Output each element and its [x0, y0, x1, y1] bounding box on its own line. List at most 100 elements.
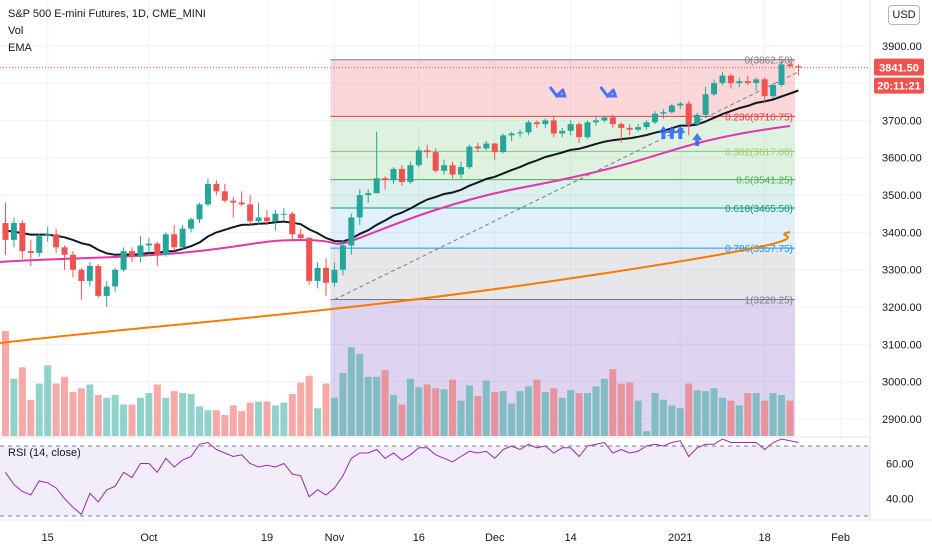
candle-body	[221, 191, 228, 201]
candle-body	[618, 124, 625, 128]
candle-body	[382, 178, 389, 181]
fib-level-label: 0.382(3617.00)	[725, 147, 793, 158]
price-axis-label: 3200.00	[882, 302, 922, 314]
candle-body	[348, 217, 355, 246]
volume-bar	[128, 404, 136, 436]
volume-bar	[221, 415, 229, 436]
candle-body	[390, 168, 397, 181]
candle-body	[247, 204, 254, 222]
price-pane	[0, 0, 870, 436]
candle-body	[314, 267, 321, 281]
candle-body	[559, 130, 566, 134]
candle-body	[407, 165, 414, 183]
volume-bar	[339, 373, 347, 436]
volume-bar	[103, 397, 111, 436]
candle-body	[457, 167, 464, 175]
volume-bar	[322, 383, 330, 436]
candle-body	[120, 251, 127, 270]
volume-bar	[778, 394, 786, 436]
price-axis-label: 3900.00	[882, 41, 922, 53]
volume-bar	[170, 391, 178, 436]
candle-body	[677, 103, 684, 106]
candle-body	[19, 223, 26, 252]
candle-body	[744, 81, 751, 84]
candle-body	[213, 183, 220, 192]
ema-legend[interactable]: EMA	[8, 42, 32, 54]
volume-bar	[761, 400, 769, 436]
volume-bar	[246, 402, 254, 436]
volume-bar	[364, 376, 372, 436]
volume-bar	[516, 391, 524, 436]
candle-body	[525, 122, 532, 133]
rsi-pane	[0, 438, 870, 520]
volume-bar	[600, 378, 608, 436]
volume-bar	[786, 400, 794, 436]
candle-body	[550, 120, 557, 134]
candle-body	[204, 183, 211, 205]
volume-bar	[136, 397, 144, 436]
time-axis-label: 14	[565, 532, 577, 544]
candle-body	[786, 64, 793, 67]
volume-bar	[263, 401, 271, 436]
volume-bar	[288, 394, 296, 436]
rsi-axis-label: 60.00	[886, 459, 914, 471]
volume-bar	[27, 399, 35, 436]
candle-body	[36, 236, 43, 253]
volume-bar	[643, 431, 651, 436]
volume-bar	[61, 376, 69, 436]
price-axis-label: 3600.00	[882, 153, 922, 165]
candle-body	[635, 127, 642, 130]
candle-body	[592, 120, 599, 123]
volume-bar	[651, 393, 659, 436]
price-axis-label: 3100.00	[882, 339, 922, 351]
volume-bar	[440, 389, 448, 436]
volume-bar	[550, 388, 558, 436]
price-axis-label: 2900.00	[882, 414, 922, 426]
rsi-legend[interactable]: RSI (14, close)	[8, 447, 81, 459]
time-axis-label: Feb	[831, 532, 850, 544]
candle-body	[61, 247, 68, 255]
volume-bar	[423, 384, 431, 436]
trend-line	[334, 71, 799, 301]
volume-bar	[305, 375, 313, 436]
volume-bar	[626, 382, 634, 436]
volume-bar	[398, 404, 406, 436]
candle-body	[255, 217, 262, 222]
candle-body	[365, 193, 372, 196]
candle-body	[306, 237, 313, 281]
time-axis-label: 15	[42, 532, 54, 544]
candle-body	[263, 217, 270, 222]
candle-body	[69, 254, 76, 270]
fib-level-label: 0.786(3357.75)	[725, 244, 793, 255]
candle-body	[53, 234, 60, 248]
currency-button[interactable]: USD	[888, 5, 920, 25]
candle-body	[78, 269, 85, 281]
volume-bar	[153, 384, 161, 436]
countdown-badge	[874, 77, 924, 94]
candle-body	[137, 245, 144, 257]
volume-legend[interactable]: Vol	[8, 25, 24, 37]
volume-bar	[271, 405, 279, 436]
candle-body	[651, 113, 658, 123]
price-axis-label: 3500.00	[882, 190, 922, 202]
candle-body	[86, 265, 93, 281]
volume-bar	[499, 391, 507, 436]
volume-bar	[18, 367, 26, 436]
volume-bar	[145, 393, 153, 436]
candle-body	[331, 269, 338, 283]
up-arrow-icon	[675, 126, 686, 139]
symbol-legend[interactable]: S&P 500 E-mini Futures, 1D, CME_MINI	[8, 8, 206, 20]
time-axis-label: 16	[413, 532, 425, 544]
fib-zone	[330, 59, 795, 117]
volume-bar	[111, 394, 119, 436]
down-arrow-icon	[599, 86, 618, 99]
rsi-axis-label: 40.00	[886, 494, 914, 506]
candle-body	[533, 122, 540, 125]
fib-zone	[330, 179, 795, 208]
candle-body	[323, 267, 330, 283]
volume-bar	[162, 397, 170, 436]
volume-bar	[204, 410, 212, 436]
volume-bar	[373, 376, 381, 436]
volume-bar	[508, 403, 516, 436]
